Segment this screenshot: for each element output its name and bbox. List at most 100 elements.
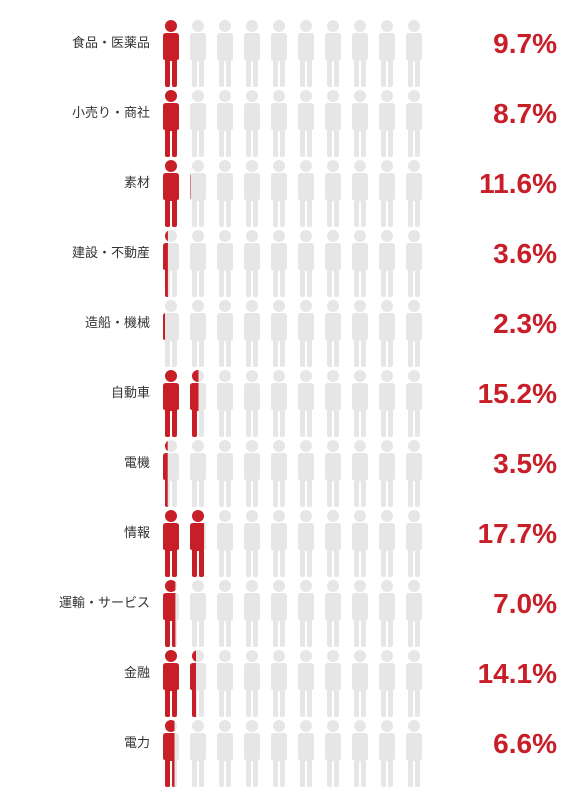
person-icon (352, 440, 368, 507)
person-icon (379, 160, 395, 227)
value-label: 15.2% (477, 378, 557, 409)
person-icon (379, 90, 395, 157)
person-icon (271, 160, 287, 227)
category-label: 金融 (123, 666, 150, 681)
person-icon (190, 300, 206, 367)
icon-row (160, 510, 432, 580)
person-icon (163, 160, 179, 227)
person-icon (244, 370, 260, 437)
person-icon (271, 720, 287, 787)
person-icon (298, 440, 314, 507)
person-icon (190, 230, 206, 297)
person-icon (271, 580, 287, 647)
person-icon (406, 300, 422, 367)
person-icon (379, 580, 395, 647)
person-icon (244, 230, 260, 297)
person-icon (271, 20, 287, 87)
icon-row (160, 20, 432, 90)
person-icon (190, 720, 206, 787)
person-icon (271, 650, 287, 717)
person-icon (163, 370, 179, 437)
person-icon (406, 370, 422, 437)
person-icon (217, 510, 233, 577)
person-icon (298, 650, 314, 717)
category-label: 小売り・商社 (71, 106, 150, 121)
chart-row: 小売り・商社 8.7% (0, 79, 578, 157)
person-icon (298, 160, 314, 227)
person-icon (352, 90, 368, 157)
person-icon (217, 720, 233, 787)
chart-row: 造船・機械 2.3% (0, 289, 578, 367)
person-icon (406, 20, 422, 87)
person-icon (379, 510, 395, 577)
person-icon (298, 90, 314, 157)
person-icon (163, 300, 179, 367)
person-icon (352, 20, 368, 87)
icon-row (160, 580, 432, 650)
chart-row: 自動車 15.2% (0, 359, 578, 437)
person-icon (379, 720, 395, 787)
person-icon (298, 580, 314, 647)
icon-row (160, 370, 432, 440)
icon-row (160, 650, 432, 720)
person-icon (325, 20, 341, 87)
person-icon (352, 370, 368, 437)
person-icon (217, 90, 233, 157)
category-label: 電機 (123, 456, 150, 471)
person-icon (352, 580, 368, 647)
person-icon (352, 230, 368, 297)
person-icon (352, 720, 368, 787)
chart-row: 運輸・サービス 7.0% (0, 569, 578, 647)
person-icon (406, 440, 422, 507)
person-icon (325, 370, 341, 437)
category-label: 自動車 (110, 386, 150, 401)
person-icon (298, 20, 314, 87)
person-icon (217, 370, 233, 437)
category-label: 素材 (123, 176, 150, 191)
person-icon (325, 90, 341, 157)
person-icon (163, 650, 179, 717)
icon-row (160, 90, 432, 160)
person-icon (298, 370, 314, 437)
person-icon (244, 510, 260, 577)
value-label: 3.5% (493, 448, 557, 479)
person-icon (244, 650, 260, 717)
person-icon (190, 370, 206, 437)
person-icon (325, 650, 341, 717)
person-icon (163, 720, 179, 787)
value-label: 6.6% (493, 728, 557, 759)
person-icon (244, 20, 260, 87)
category-label: 造船・機械 (84, 316, 150, 331)
person-icon (352, 160, 368, 227)
person-icon (298, 510, 314, 577)
person-icon (163, 510, 179, 577)
chart-row: 情報 17.7% (0, 499, 578, 577)
person-icon (217, 580, 233, 647)
person-icon (217, 300, 233, 367)
person-icon (163, 580, 179, 647)
person-icon (271, 90, 287, 157)
person-icon (190, 580, 206, 647)
icon-row (160, 160, 432, 230)
person-icon (298, 300, 314, 367)
value-label: 8.7% (493, 98, 557, 129)
person-icon (379, 440, 395, 507)
value-label: 2.3% (493, 308, 557, 339)
person-icon (163, 20, 179, 87)
icon-row (160, 720, 432, 790)
chart-row: 食品・医薬品 9.7% (0, 9, 578, 87)
person-icon (379, 650, 395, 717)
person-icon (325, 230, 341, 297)
person-icon (379, 230, 395, 297)
icon-row (160, 230, 432, 300)
person-icon (352, 510, 368, 577)
person-icon (244, 720, 260, 787)
person-icon (217, 20, 233, 87)
person-icon (271, 510, 287, 577)
value-label: 3.6% (493, 238, 557, 269)
person-icon (190, 160, 206, 227)
person-icon (379, 20, 395, 87)
category-label: 情報 (123, 526, 150, 541)
icon-row (160, 300, 432, 370)
person-icon (244, 160, 260, 227)
